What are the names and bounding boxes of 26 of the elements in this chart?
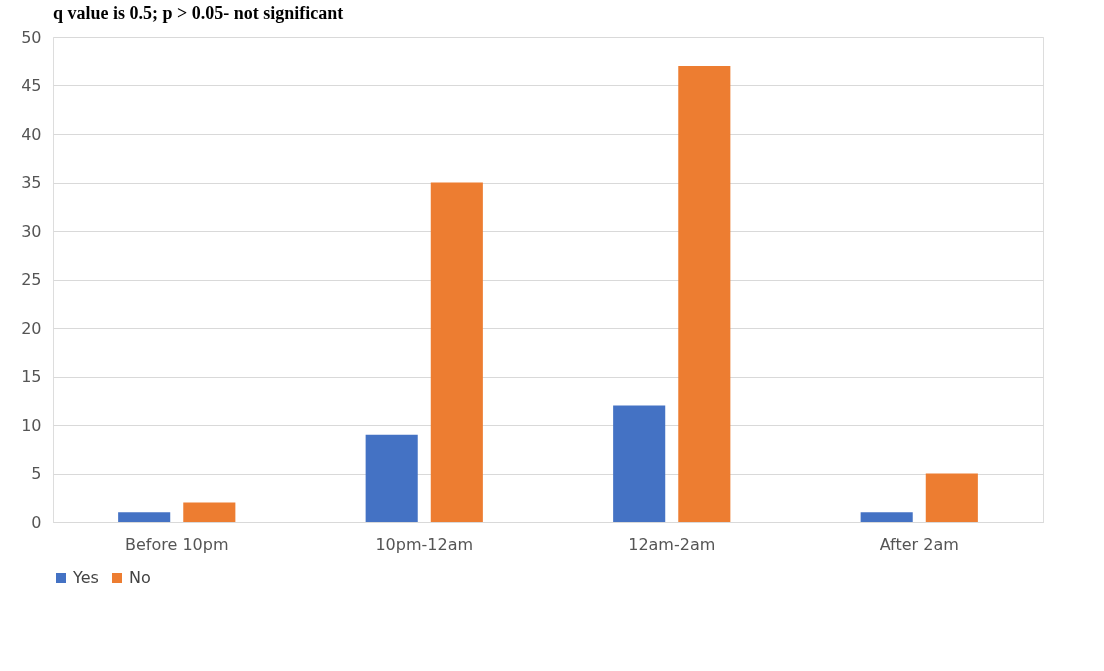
bar xyxy=(860,512,913,522)
bar xyxy=(678,66,731,522)
bar xyxy=(118,512,171,522)
y-tick-label: 50 xyxy=(21,27,42,47)
y-tick-label: 0 xyxy=(31,512,42,532)
bar xyxy=(365,434,418,522)
bar xyxy=(925,473,978,522)
x-tick-label: 12am-2am xyxy=(628,534,716,554)
y-tick-label: 5 xyxy=(31,464,42,483)
x-tick-label: After 2am xyxy=(879,534,959,554)
x-tick-label: Before 10pm xyxy=(125,534,229,554)
chart-title: q value is 0.5; p > 0.05- not significant xyxy=(53,3,344,23)
y-tick-label: 35 xyxy=(21,173,42,192)
legend-label: No xyxy=(129,568,151,587)
y-tick-label: 15 xyxy=(21,367,42,386)
bar xyxy=(430,182,483,522)
legend-label: Yes xyxy=(72,568,99,587)
y-tick-label: 30 xyxy=(21,221,42,241)
y-tick-label: 25 xyxy=(21,270,42,289)
y-tick-label: 20 xyxy=(21,318,42,338)
bar xyxy=(613,405,666,522)
y-tick-label: 45 xyxy=(21,76,42,95)
y-tick-label: 10 xyxy=(21,415,42,435)
bar xyxy=(183,502,236,522)
x-tick-label: 10pm-12am xyxy=(375,534,474,554)
y-tick-label: 40 xyxy=(21,124,42,144)
